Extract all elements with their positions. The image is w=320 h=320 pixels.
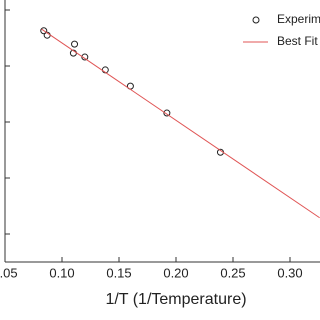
x-tick-label: 0.10 <box>49 265 74 280</box>
legend-label: Experimental <box>277 12 320 26</box>
point <box>40 27 48 35</box>
point <box>163 109 171 117</box>
x-tick-label: 0.20 <box>163 265 188 280</box>
x-tick-label: 0.30 <box>277 265 302 280</box>
x-tick-label: 0.05 <box>0 265 18 280</box>
legend-label: Best Fit <box>277 34 318 48</box>
x-axis-label: 1/T (1/Temperature) <box>105 291 246 308</box>
fit-line <box>41 28 320 219</box>
point <box>71 40 79 48</box>
x-tick-label: 0.15 <box>106 265 131 280</box>
point <box>81 53 89 61</box>
x-tick-label: 0.25 <box>220 265 245 280</box>
axes <box>4 0 320 263</box>
legend-swatch <box>252 16 260 24</box>
